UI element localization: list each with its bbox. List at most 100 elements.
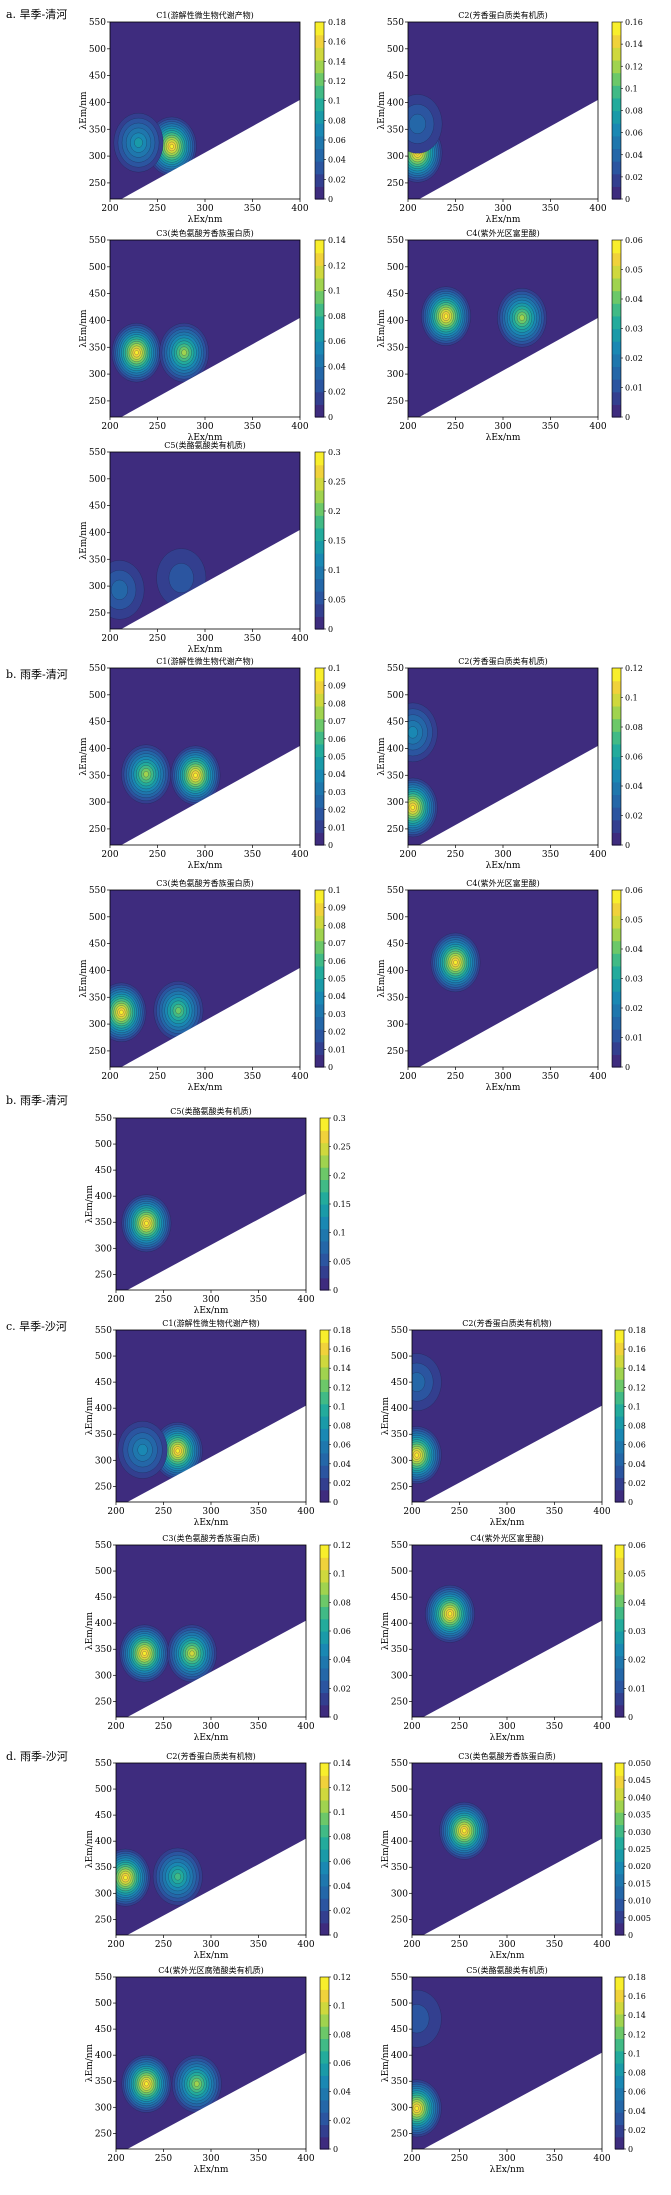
colorbar-segment bbox=[320, 1569, 329, 1583]
x-tick-label: 350 bbox=[542, 1072, 559, 1082]
colorbar-segment bbox=[612, 366, 621, 380]
colorbar-segment bbox=[615, 1643, 624, 1657]
x-tick-label: 250 bbox=[149, 850, 166, 860]
colorbar-frame bbox=[614, 1329, 625, 1503]
colorbar-tick-label: 0.1 bbox=[333, 1808, 346, 1817]
colorbar-segment bbox=[612, 743, 621, 758]
chart-title: C4(紫外光区腐殖酸类有机质) bbox=[158, 1965, 263, 1975]
colorbar-segment bbox=[615, 1428, 624, 1442]
x-tick-label: 350 bbox=[250, 1295, 267, 1305]
x-tick-label: 250 bbox=[451, 1507, 468, 1517]
colorbar-tick-label: 0.04 bbox=[628, 1460, 646, 1469]
x-tick-label: 350 bbox=[244, 634, 261, 644]
x-tick-label: 250 bbox=[447, 850, 464, 860]
colorbar-segment bbox=[320, 2112, 329, 2126]
colorbar-segment bbox=[320, 2063, 329, 2076]
y-tick-label: 250 bbox=[95, 1270, 112, 1280]
y-tick-label: 250 bbox=[387, 825, 404, 835]
colorbar-tick-label: 0.040 bbox=[628, 1793, 651, 1802]
y-tick-label: 350 bbox=[95, 1645, 112, 1655]
colorbar-tick-label: 0.12 bbox=[628, 2030, 646, 2039]
y-tick-label: 400 bbox=[89, 316, 106, 326]
x-tick-label: 300 bbox=[202, 1940, 219, 1950]
colorbar-segment bbox=[315, 1029, 324, 1043]
colorbar-tick-label: 0.06 bbox=[328, 957, 346, 966]
colorbar-segment bbox=[612, 186, 621, 200]
colorbar-segment bbox=[315, 123, 324, 137]
colorbar-segment bbox=[615, 1366, 624, 1380]
colorbar-tick-label: 0.06 bbox=[333, 1441, 351, 1450]
x-tick-label: 300 bbox=[202, 2154, 219, 2164]
x-tick-label: 200 bbox=[399, 850, 416, 860]
colorbar-segment bbox=[615, 1465, 624, 1479]
colorbar-tick-label: 0.03 bbox=[328, 788, 346, 797]
contour-level bbox=[144, 2081, 149, 2087]
x-tick-label: 400 bbox=[593, 1722, 610, 1732]
colorbar-tick-label: 0.030 bbox=[628, 1828, 651, 1837]
scatter-mask bbox=[423, 1620, 602, 1717]
chart-panel: 200 250 300 350 400 250 300 350 400 450 500 550 C5(类… bbox=[381, 1965, 646, 2175]
colorbar-segment bbox=[320, 1977, 329, 1990]
x-tick-label: 400 bbox=[291, 850, 308, 860]
colorbar-segment bbox=[612, 902, 621, 916]
colorbar-segment bbox=[320, 1118, 329, 1131]
y-tick-label: 300 bbox=[89, 1020, 106, 1030]
colorbar-segment bbox=[615, 1824, 624, 1838]
section-label: b. 雨季-清河 bbox=[6, 1094, 68, 1107]
y-tick-label: 550 bbox=[387, 886, 404, 896]
colorbar-frame bbox=[314, 21, 325, 200]
colorbar-segment bbox=[320, 1692, 329, 1706]
colorbar-segment bbox=[615, 2124, 624, 2138]
colorbar-segment bbox=[320, 1216, 329, 1230]
colorbar-tick-label: 0.08 bbox=[628, 2069, 646, 2078]
colorbar-tick-label: 0.01 bbox=[328, 1045, 346, 1054]
y-tick-label: 300 bbox=[391, 1889, 408, 1899]
x-axis-label: λEx/nm bbox=[490, 1518, 525, 1528]
colorbar-segment bbox=[320, 1836, 329, 1850]
colorbar-segment bbox=[315, 616, 324, 630]
y-tick-label: 500 bbox=[95, 1352, 112, 1362]
y-tick-label: 500 bbox=[89, 913, 106, 923]
x-tick-label: 400 bbox=[593, 1940, 610, 1950]
colorbar-tick-label: 0.1 bbox=[328, 664, 341, 673]
colorbar-segment bbox=[315, 1041, 324, 1055]
y-tick-label: 250 bbox=[95, 2129, 112, 2139]
colorbar-segment bbox=[315, 290, 324, 304]
colorbar-tick-label: 0.12 bbox=[333, 1784, 351, 1793]
y-tick-label: 350 bbox=[95, 1430, 112, 1440]
contour-layer bbox=[117, 1421, 203, 1480]
colorbar-frame bbox=[319, 1329, 330, 1503]
colorbar-segment bbox=[320, 1191, 329, 1205]
x-tick-label: 200 bbox=[403, 1722, 420, 1732]
chart-panel: 200 250 300 350 400 250 300 350 400 450 500 550 C3(类… bbox=[85, 1533, 351, 1743]
x-tick-label: 200 bbox=[399, 204, 416, 214]
x-tick-label: 200 bbox=[101, 1072, 118, 1082]
y-axis-label: λEm/nm bbox=[85, 1829, 95, 1868]
colorbar-segment bbox=[615, 2112, 624, 2126]
x-tick-label: 250 bbox=[447, 1072, 464, 1082]
y-tick-label: 350 bbox=[391, 1430, 408, 1440]
scatter-mask bbox=[423, 1405, 602, 1502]
colorbar-segment bbox=[320, 1440, 329, 1454]
y-tick-label: 350 bbox=[387, 993, 404, 1003]
colorbar-segment bbox=[612, 978, 621, 992]
x-tick-label: 250 bbox=[155, 1940, 172, 1950]
colorbar-segment bbox=[320, 1989, 329, 2003]
colorbar-tick-label: 0.05 bbox=[328, 753, 346, 762]
y-tick-label: 400 bbox=[95, 2051, 112, 2061]
colorbar-segment bbox=[315, 97, 324, 112]
y-tick-label: 500 bbox=[95, 1785, 112, 1795]
colorbar-segment bbox=[615, 2087, 624, 2101]
colorbar-segment bbox=[615, 1812, 624, 1826]
colorbar-segment bbox=[615, 1849, 624, 1862]
y-tick-label: 450 bbox=[387, 72, 404, 82]
y-tick-label: 400 bbox=[89, 966, 106, 976]
colorbar-tick-label: 0.04 bbox=[333, 1460, 351, 1469]
colorbar-tick-label: 0.035 bbox=[628, 1811, 651, 1820]
x-tick-label: 250 bbox=[447, 204, 464, 214]
colorbar-tick-label: 0.2 bbox=[328, 507, 341, 516]
y-tick-label: 300 bbox=[89, 798, 106, 808]
colorbar-segment bbox=[315, 668, 324, 682]
colorbar-segment bbox=[320, 1342, 329, 1356]
y-axis-label: λEm/nm bbox=[79, 521, 89, 560]
